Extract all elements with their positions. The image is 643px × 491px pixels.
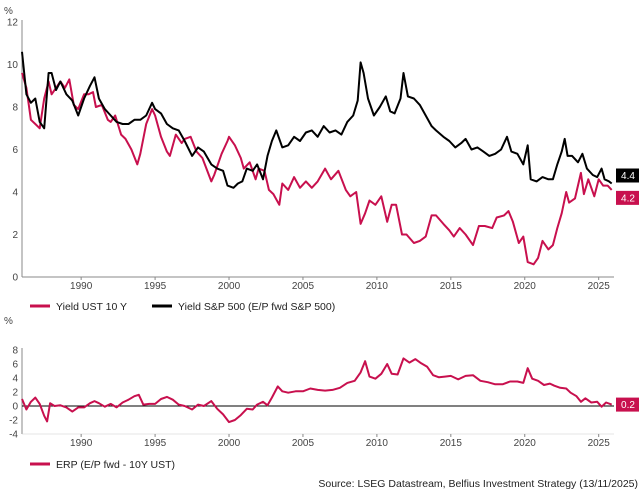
y-tick-label: 0 [12, 273, 18, 284]
y-tick-label: 12 [7, 18, 19, 29]
x-tick-label: 2010 [366, 281, 389, 292]
y-tick-label: 6 [12, 145, 18, 156]
x-tick-label: 2000 [218, 438, 241, 449]
y-tick-label: 10 [7, 60, 19, 71]
y-tick-label: 2 [12, 388, 18, 399]
y-tick-label: 6 [12, 360, 18, 371]
end-value-label: 4.2 [621, 193, 635, 204]
end-value-badge [616, 168, 639, 183]
x-tick-label: 2015 [440, 281, 463, 292]
y-tick-label: -2 [9, 416, 18, 427]
x-tick-label: 2005 [292, 438, 315, 449]
x-tick-label: 2000 [218, 281, 241, 292]
legend-label: Yield S&P 500 (E/P fwd S&P 500) [178, 301, 335, 313]
unit-label: % [4, 6, 13, 17]
bottom-panel: % -4 -2 0 2 4 6 8 1990 1995 2000 2005 2010 2015 2020 20… [4, 316, 639, 449]
top-legend: Yield UST 10 Y Yield S&P 500 (E/P fwd S&P… [30, 301, 335, 313]
series-line [21, 51, 613, 189]
x-tick-label: 2020 [514, 438, 537, 449]
legend-label: Yield UST 10 Y [56, 301, 127, 313]
series-line [21, 357, 613, 424]
end-value-badge [616, 397, 639, 412]
unit-label: % [4, 316, 13, 327]
end-value-badge [616, 190, 639, 205]
y-tick-label: 8 [12, 103, 18, 114]
x-tick-label: 2020 [514, 281, 537, 292]
y-tick-label: 0 [12, 402, 18, 413]
top-panel: % 0 2 4 6 8 10 12 1990 1995 2000 2005 2010 2015 2020 20… [4, 6, 639, 292]
x-tick-label: 2010 [366, 438, 389, 449]
y-tick-label: 4 [12, 374, 18, 385]
series-line [21, 72, 613, 266]
x-tick-label: 2015 [440, 438, 463, 449]
x-tick-label: 1990 [70, 438, 93, 449]
x-tick-label: 1990 [70, 281, 93, 292]
legend-label: ERP (E/P fwd - 10Y UST) [56, 459, 175, 471]
bottom-legend: ERP (E/P fwd - 10Y UST) [30, 459, 175, 471]
y-tick-label: 4 [12, 188, 18, 199]
x-tick-label: 1995 [144, 438, 167, 449]
end-value-label: 4.4 [621, 171, 635, 182]
x-tick-label: 2005 [292, 281, 315, 292]
x-tick-label: 2025 [588, 281, 611, 292]
x-tick-label: 1995 [144, 281, 167, 292]
y-tick-label: 8 [12, 346, 18, 357]
y-tick-label: 2 [12, 230, 18, 241]
y-tick-label: -4 [9, 430, 18, 441]
source-note: Source: LSEG Datastream, Belfius Investm… [318, 478, 638, 490]
x-tick-label: 2025 [588, 438, 611, 449]
end-value-label: 0.2 [621, 400, 635, 411]
